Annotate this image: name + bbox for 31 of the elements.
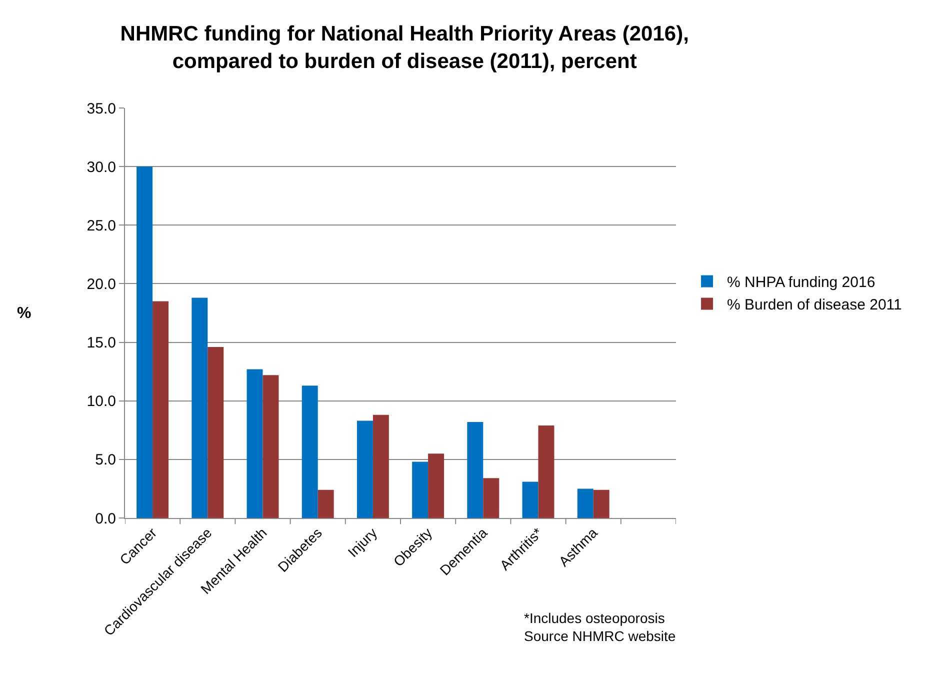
bar <box>577 488 594 518</box>
bar <box>318 490 334 518</box>
chart-title: NHMRC funding for National Health Priority Areas (2016), compared to burden of disease (2011), percent <box>120 22 689 73</box>
bar <box>208 346 224 518</box>
y-tick-label: 10.0 <box>86 393 116 410</box>
y-tick-label: 15.0 <box>86 334 116 352</box>
bar <box>522 482 538 518</box>
y-tick-label: 25.0 <box>86 217 116 234</box>
y-tick-label: 0.0 <box>95 510 116 528</box>
bar <box>428 454 444 518</box>
bar <box>467 422 484 518</box>
bar <box>372 414 389 518</box>
bar <box>302 386 318 518</box>
y-tick-label: 30.0 <box>86 158 116 176</box>
bar <box>412 462 428 518</box>
legend-label: % NHPA funding 2016 <box>727 274 876 292</box>
bar <box>262 375 279 518</box>
bar <box>246 369 263 518</box>
bar <box>593 490 610 518</box>
text: *Includes osteoporosis Source NHMRC website <box>524 610 676 644</box>
bar <box>538 425 554 518</box>
y-tick-label: 35.0 <box>86 100 116 118</box>
bar <box>136 166 153 518</box>
bar <box>483 478 500 518</box>
y-tick-label: 20.0 <box>86 276 116 293</box>
y-axis-title: % <box>17 305 32 322</box>
bar <box>192 298 208 518</box>
legend-label: % Burden of disease 2011 <box>727 296 902 314</box>
y-tick-label: 5.0 <box>95 452 116 469</box>
bar <box>152 301 169 518</box>
bar <box>356 420 373 518</box>
